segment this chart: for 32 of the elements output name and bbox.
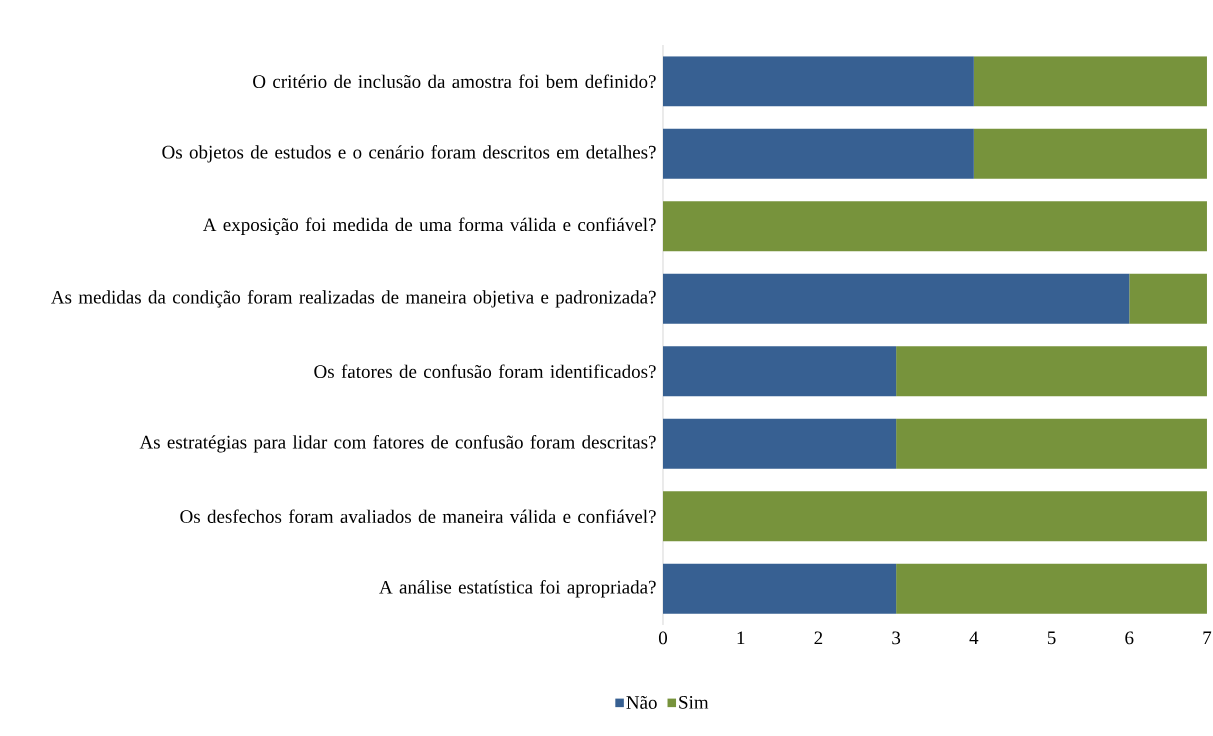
bar xyxy=(1129,273,1207,324)
x-tick-label: 6 xyxy=(1125,631,1134,645)
x-tick-label: 5 xyxy=(1047,631,1056,645)
bar xyxy=(663,346,897,397)
x-tick-label: 1 xyxy=(737,631,745,645)
y-tick-label: Os desfechos foram avaliados de maneira válida e confiável? xyxy=(180,509,656,524)
bar xyxy=(896,346,1207,397)
x-tick-label: 0 xyxy=(658,631,668,645)
y-tick-label: O critério de inclusão da amostra foi bem definido? xyxy=(253,74,656,89)
bar xyxy=(663,491,1207,542)
y-tick-label: Os objetos de estudos e o cenário foram descritos em detalhes? xyxy=(162,145,656,163)
x-tick-label: 7 xyxy=(1203,631,1212,644)
bar xyxy=(663,418,897,469)
legend-label: Sim xyxy=(679,696,709,709)
x-tick-label: 2 xyxy=(814,631,823,645)
bar xyxy=(663,201,1207,252)
y-tick-label: A análise estatística foi apropriada? xyxy=(379,580,656,598)
bar xyxy=(896,418,1207,469)
y-tick-label: As medidas da condição foram realizadas de maneira objetiva e padronizada? xyxy=(51,290,656,308)
bar xyxy=(663,56,974,107)
y-tick-label: Os fatores de confusão foram identificados? xyxy=(314,364,656,379)
y-tick-label: As estratégias para lidar com fatores de confusão foram descritas? xyxy=(139,435,656,453)
bar xyxy=(973,56,1207,107)
bar xyxy=(973,128,1207,179)
legend-label: Não xyxy=(626,695,657,709)
bar xyxy=(663,273,1130,324)
bar xyxy=(663,563,897,614)
bar xyxy=(896,563,1207,614)
bar xyxy=(663,128,974,179)
x-tick-label: 4 xyxy=(969,631,979,645)
y-tick-label: A exposição foi medida de uma forma válida e confiável? xyxy=(202,217,656,235)
x-tick-label: 3 xyxy=(892,631,901,645)
